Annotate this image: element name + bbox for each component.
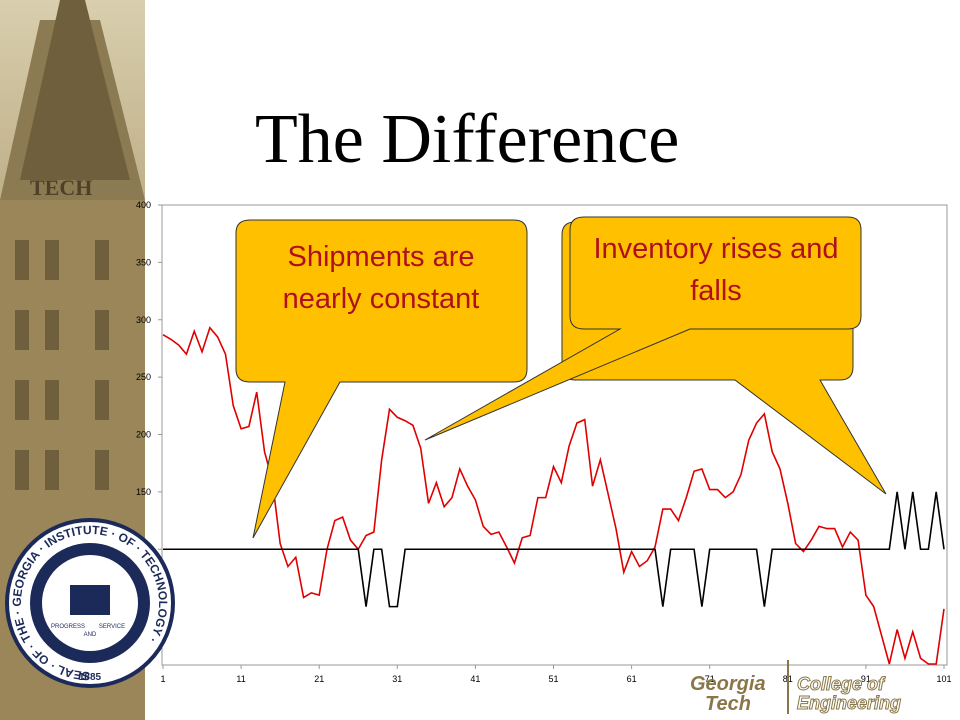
y-tick-label: 400 xyxy=(136,200,151,210)
slide-title: The Difference xyxy=(255,101,680,178)
y-tick-label: 300 xyxy=(136,315,151,325)
seal-right: SERVICE xyxy=(99,624,125,630)
x-tick-label: 21 xyxy=(314,674,324,684)
y-tick-label: 250 xyxy=(136,372,151,382)
logo-line3: College of xyxy=(797,674,886,694)
y-tick-label: 150 xyxy=(136,487,151,497)
x-tick-label: 51 xyxy=(548,674,558,684)
callout-inventory: Inventory rises and falls xyxy=(593,233,839,307)
x-tick-label: 61 xyxy=(627,674,637,684)
seal-left: PROGRESS xyxy=(51,624,85,630)
series-line xyxy=(163,491,945,608)
logo-line1: Georgia xyxy=(690,673,766,695)
y-tick-label: 200 xyxy=(136,430,151,440)
logo-line2: Tech xyxy=(705,693,751,715)
x-tick-label: 101 xyxy=(936,674,951,684)
logo-line4: Engineering xyxy=(797,693,901,713)
callout-shapes xyxy=(235,216,887,539)
x-tick-label: 11 xyxy=(236,674,245,684)
x-tick-label: 1 xyxy=(160,674,165,684)
seal-and: AND xyxy=(84,632,97,638)
y-tick-label: 350 xyxy=(136,257,151,267)
x-tick-label: 91 xyxy=(861,674,871,684)
callout-shipments: Shipments are nearly constant xyxy=(282,241,480,315)
seal-year: 1885 xyxy=(79,672,102,683)
x-tick-label: 71 xyxy=(705,674,715,684)
x-tick-label: 31 xyxy=(392,674,402,684)
svg-text:TECH: TECH xyxy=(30,175,92,200)
logo: Georgia Tech College of Engineering xyxy=(690,660,902,715)
series-line xyxy=(162,326,945,665)
seal: SEAL · OF · THE · GEORGIA · INSTITUTE · … xyxy=(5,518,175,688)
x-tick-label: 41 xyxy=(470,674,480,684)
lines xyxy=(162,326,945,665)
